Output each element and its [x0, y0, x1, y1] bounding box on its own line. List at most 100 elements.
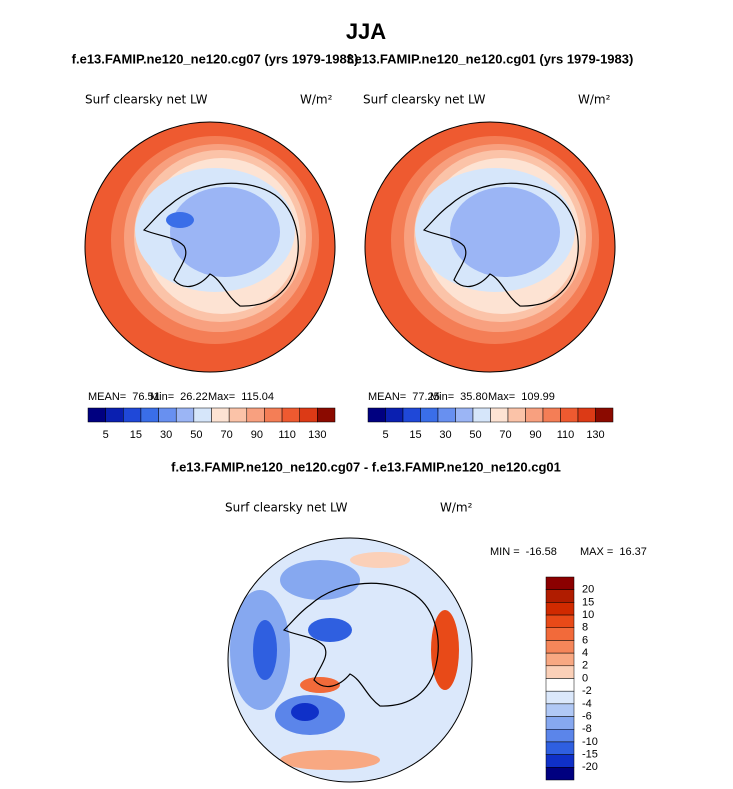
colorbar-box	[545, 627, 575, 641]
colorbar-box	[545, 652, 575, 667]
colorbar-box	[420, 407, 439, 423]
colorbar-box	[317, 407, 336, 423]
colorbar-box	[545, 754, 575, 768]
colorbar-box	[490, 407, 509, 423]
colorbar-box	[542, 407, 561, 423]
colorbar-box	[545, 665, 575, 679]
stat-label: MEAN=	[368, 391, 406, 403]
colorbar-label: 15	[409, 429, 421, 441]
colorbar-label: -15	[582, 749, 598, 761]
colorbar-box	[264, 407, 283, 423]
variable-label: Surf clearsky net LW	[363, 93, 486, 107]
stat-label: Min=	[430, 391, 454, 403]
colorbar-box	[545, 703, 575, 717]
stat-value: 35.80	[460, 391, 488, 403]
colorbar-label: 130	[586, 429, 604, 441]
colorbar-label: 90	[529, 429, 541, 441]
colorbar-label: 15	[130, 429, 142, 441]
stat-value: -16.58	[526, 546, 557, 558]
colorbar-box	[402, 407, 421, 423]
colorbar-box	[437, 407, 456, 423]
map	[365, 122, 615, 372]
colorbar-box	[158, 407, 177, 423]
panel-title: f.e13.FAMIP.ne120_ne120.cg01 (yrs 1979-1…	[347, 51, 634, 66]
colorbar-label: 130	[308, 429, 326, 441]
colorbar-label: 50	[190, 429, 202, 441]
panel-title: f.e13.FAMIP.ne120_ne120.cg07 (yrs 1979-1…	[72, 51, 359, 66]
stat-label: MAX =	[580, 546, 613, 558]
colorbar-box	[545, 614, 575, 628]
colorbar-box	[367, 407, 386, 423]
stat-label: MIN =	[490, 546, 520, 558]
stat-value: 77.25	[412, 391, 440, 403]
colorbar-label: -4	[582, 698, 592, 710]
colorbar-box	[545, 741, 575, 755]
colorbar-label: 15	[582, 596, 594, 608]
colorbar-box	[246, 407, 265, 423]
colorbar-box	[545, 767, 575, 781]
stat-value: 76.51	[132, 391, 160, 403]
colorbar-box	[385, 407, 404, 423]
stat-label: Max=	[488, 391, 515, 403]
units-label: W/m²	[578, 93, 611, 107]
stat-value: 115.04	[241, 391, 274, 403]
colorbar-label: 110	[557, 429, 575, 441]
colorbar-label: 70	[499, 429, 511, 441]
map-border	[227, 537, 473, 783]
colorbar-label: 5	[382, 429, 388, 441]
colorbar-box	[140, 407, 159, 423]
stat-label: Min=	[150, 391, 174, 403]
colorbar-label: -2	[582, 685, 592, 697]
colorbar-label: 50	[469, 429, 481, 441]
colorbar-box	[299, 407, 318, 423]
stat-label: MEAN=	[88, 391, 126, 403]
colorbar-label: 6	[582, 634, 588, 646]
colorbar-label: -6	[582, 710, 592, 722]
colorbar-box	[545, 640, 575, 654]
colorbar-label: 10	[582, 609, 594, 621]
colorbar-box	[525, 407, 544, 423]
stat-value: 109.99	[521, 391, 555, 403]
stat-value: 26.22	[180, 391, 208, 403]
colorbar-label: 20	[582, 584, 594, 596]
colorbar-label: 4	[582, 647, 588, 659]
map	[85, 122, 335, 372]
stat: MIN = -16.58	[490, 546, 557, 558]
stat: Max= 109.99	[488, 391, 555, 403]
variable-label: Surf clearsky net LW	[225, 501, 348, 515]
colorbar-box	[507, 407, 526, 423]
colorbar-box	[193, 407, 212, 423]
colorbar-box	[228, 407, 248, 423]
colorbar-box	[455, 407, 474, 423]
units-label: W/m²	[300, 93, 333, 107]
colorbar-label: 70	[220, 429, 232, 441]
colorbar-label: 30	[160, 429, 172, 441]
colorbar-box	[545, 716, 575, 730]
colorbar-box	[560, 407, 579, 423]
colorbar-label: 8	[582, 622, 588, 634]
stat: MAX = 16.37	[580, 546, 647, 558]
colorbar-box	[472, 407, 491, 423]
colorbar-box	[123, 407, 142, 423]
colorbar-label: -10	[582, 736, 598, 748]
map-border	[364, 121, 616, 373]
colorbar-box	[281, 407, 300, 423]
colorbar-label: 2	[582, 660, 588, 672]
stat: Max= 115.04	[208, 391, 274, 403]
colorbar-box	[545, 602, 575, 616]
colorbar-box	[545, 589, 575, 603]
colorbar-box	[545, 690, 575, 705]
colorbar-box	[545, 729, 575, 743]
colorbar-label: 5	[103, 429, 109, 441]
stat: MEAN= 76.51	[88, 391, 160, 403]
colorbar-box	[545, 576, 575, 590]
colorbar-box	[545, 678, 575, 692]
stat: Min= 35.80	[430, 391, 488, 403]
map-border	[84, 121, 336, 373]
colorbar-label: 110	[278, 429, 296, 441]
variable-label: Surf clearsky net LW	[85, 93, 208, 107]
colorbar-label: -20	[582, 761, 598, 773]
colorbar-box	[105, 407, 124, 423]
panel-title: f.e13.FAMIP.ne120_ne120.cg07 - f.e13.FAM…	[171, 459, 561, 474]
colorbar-label: 0	[582, 672, 588, 684]
